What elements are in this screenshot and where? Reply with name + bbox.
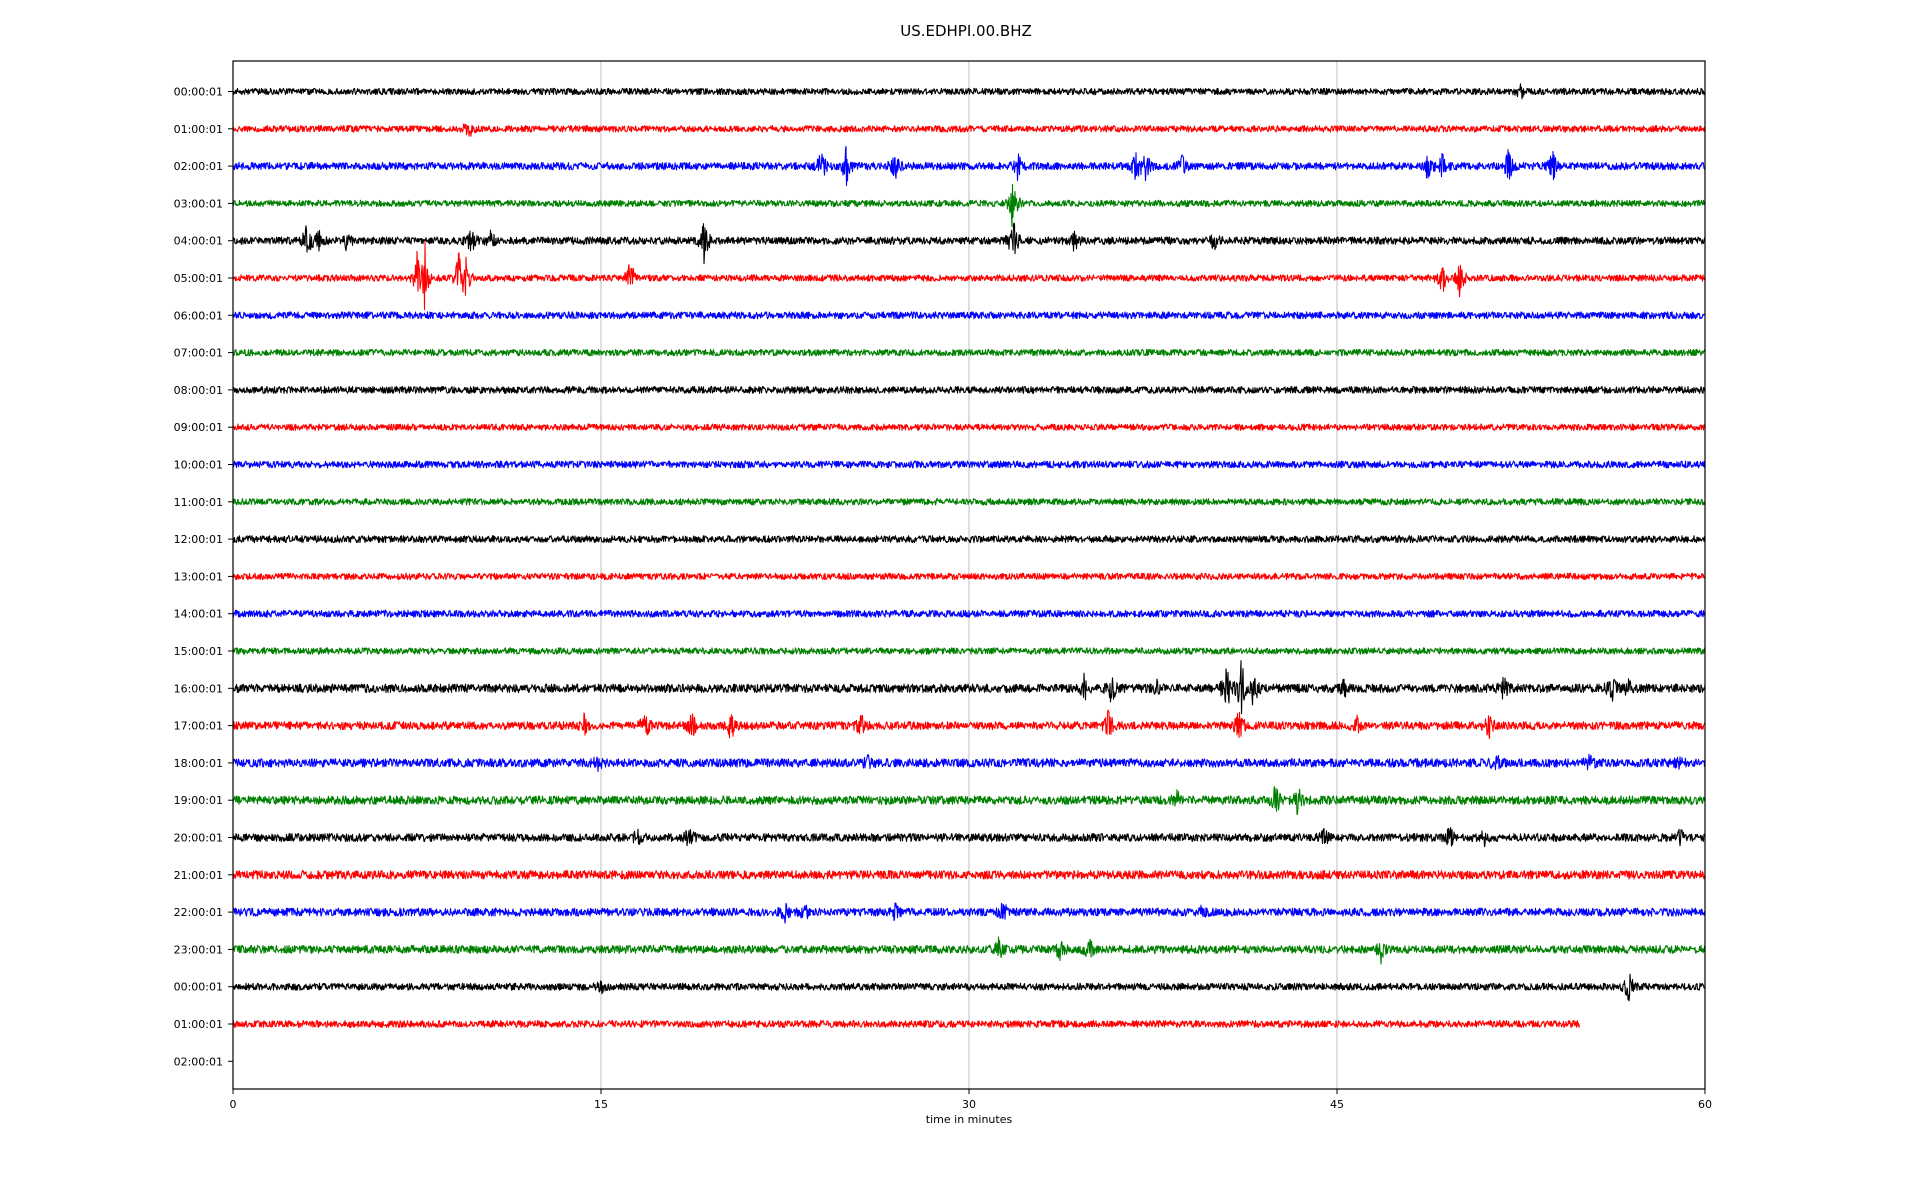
- row-label-group: 00:00:01 01:00:01 02:00:01 03:00:01 04:00:01…: [174, 86, 233, 1068]
- x-axis: 0 15 30 45 60: [230, 1089, 1712, 1111]
- row-time-label: 11:00:01: [174, 496, 223, 509]
- row-time-label: 09:00:01: [174, 421, 223, 434]
- row-time-label: 19:00:01: [174, 794, 223, 807]
- x-tick-label: 60: [1698, 1098, 1712, 1111]
- row-time-label: 04:00:01: [174, 235, 223, 248]
- x-tick-label: 0: [230, 1098, 237, 1111]
- row-time-label: 14:00:01: [174, 608, 223, 621]
- seismic-trace: [232, 83, 1706, 100]
- seismic-trace: [232, 609, 1706, 618]
- row-time-label: 23:00:01: [174, 943, 223, 956]
- seismic-trace: [232, 870, 1706, 880]
- row-time-label: 08:00:01: [174, 384, 223, 397]
- seismic-trace: [232, 535, 1706, 544]
- row-time-label: 17:00:01: [174, 720, 223, 733]
- chart-title: US.EDHPI.00.BHZ: [900, 22, 1032, 40]
- row-time-label: 12:00:01: [174, 533, 223, 546]
- seismic-trace: [232, 423, 1706, 431]
- row-time-label: 13:00:01: [174, 570, 223, 583]
- trace-layer: [232, 83, 1706, 1028]
- seismic-trace: [232, 902, 1706, 924]
- row-time-label: 18:00:01: [174, 757, 223, 770]
- seismic-trace: [232, 786, 1706, 815]
- seismic-trace: [232, 973, 1706, 1002]
- seismic-trace: [232, 827, 1706, 848]
- row-time-label: 16:00:01: [174, 682, 223, 695]
- row-time-label: 06:00:01: [174, 309, 223, 322]
- x-tick-label: 30: [962, 1098, 976, 1111]
- row-time-label: 10:00:01: [174, 459, 223, 472]
- seismic-trace: [232, 348, 1706, 357]
- seismic-trace: [232, 311, 1706, 320]
- seismic-trace: [232, 572, 1706, 581]
- row-time-label: 07:00:01: [174, 347, 223, 360]
- seismic-trace: [232, 647, 1706, 655]
- row-time-label: 03:00:01: [174, 197, 223, 210]
- row-time-label: 05:00:01: [174, 272, 223, 285]
- row-time-label: 01:00:01: [174, 123, 223, 136]
- seismic-trace: [232, 753, 1706, 772]
- seismic-trace: [232, 222, 1706, 265]
- seismic-trace: [232, 709, 1706, 740]
- seismic-trace: [232, 498, 1706, 506]
- seismic-trace: [232, 183, 1706, 228]
- seismic-trace: [232, 123, 1706, 137]
- row-time-label: 20:00:01: [174, 832, 223, 845]
- x-axis-label: time in minutes: [926, 1113, 1013, 1126]
- row-time-label: 00:00:01: [174, 981, 223, 994]
- row-time-label: 21:00:01: [174, 869, 223, 882]
- row-time-label: 01:00:01: [174, 1018, 223, 1031]
- seismic-trace: [232, 936, 1706, 965]
- seismic-trace: [232, 241, 1706, 311]
- seismic-trace: [232, 385, 1706, 394]
- seismic-trace: [232, 145, 1706, 187]
- row-time-label: 02:00:01: [174, 160, 223, 173]
- row-time-label: 02:00:01: [174, 1055, 223, 1068]
- seismic-trace: [232, 660, 1706, 715]
- seismic-trace: [232, 460, 1706, 469]
- row-time-label: 22:00:01: [174, 906, 223, 919]
- seismic-trace: [232, 1020, 1581, 1028]
- x-tick-label: 15: [594, 1098, 608, 1111]
- x-tick-label: 45: [1330, 1098, 1344, 1111]
- row-time-label: 15:00:01: [174, 645, 223, 658]
- row-time-label: 00:00:01: [174, 86, 223, 99]
